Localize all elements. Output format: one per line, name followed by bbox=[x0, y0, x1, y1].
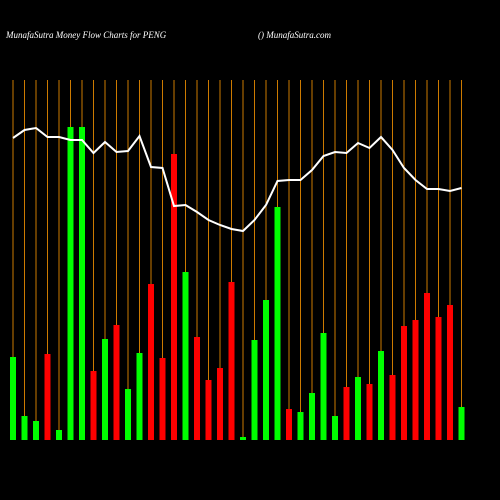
bar bbox=[240, 437, 246, 440]
bar bbox=[10, 357, 16, 440]
bar bbox=[366, 384, 373, 440]
bar bbox=[113, 325, 120, 440]
bar bbox=[355, 377, 361, 440]
bar bbox=[401, 326, 407, 440]
bar bbox=[136, 353, 143, 440]
bar bbox=[56, 430, 62, 440]
bar bbox=[332, 416, 338, 440]
bar bbox=[102, 339, 108, 440]
money-flow-line bbox=[12, 126, 462, 233]
bar bbox=[274, 207, 281, 440]
bar bbox=[389, 375, 396, 440]
bar bbox=[44, 354, 51, 440]
bar bbox=[435, 317, 442, 440]
bar bbox=[458, 407, 465, 440]
chart-subtitle: () MunafaSutra.com bbox=[258, 30, 331, 40]
bar bbox=[125, 389, 131, 440]
bar bbox=[424, 293, 430, 440]
bar bbox=[447, 305, 453, 440]
bar bbox=[194, 337, 200, 440]
bar bbox=[297, 412, 304, 440]
bar bbox=[171, 154, 177, 440]
bar bbox=[217, 368, 223, 440]
bar bbox=[21, 416, 28, 440]
bar bbox=[148, 284, 154, 440]
bar bbox=[79, 127, 85, 440]
bar bbox=[309, 393, 315, 440]
bar bbox=[182, 272, 189, 440]
bar bbox=[378, 351, 384, 440]
chart-title: MunafaSutra Money Flow Charts for PENG bbox=[5, 30, 167, 40]
bar bbox=[67, 127, 74, 440]
bar bbox=[263, 300, 269, 440]
bar bbox=[251, 340, 258, 440]
bar bbox=[33, 421, 39, 440]
bar bbox=[228, 282, 235, 440]
bar bbox=[412, 320, 419, 440]
bar bbox=[320, 333, 327, 440]
bar bbox=[159, 358, 166, 440]
bar bbox=[90, 371, 97, 440]
bar bbox=[205, 380, 212, 440]
bar bbox=[343, 387, 350, 440]
bar bbox=[286, 409, 292, 440]
